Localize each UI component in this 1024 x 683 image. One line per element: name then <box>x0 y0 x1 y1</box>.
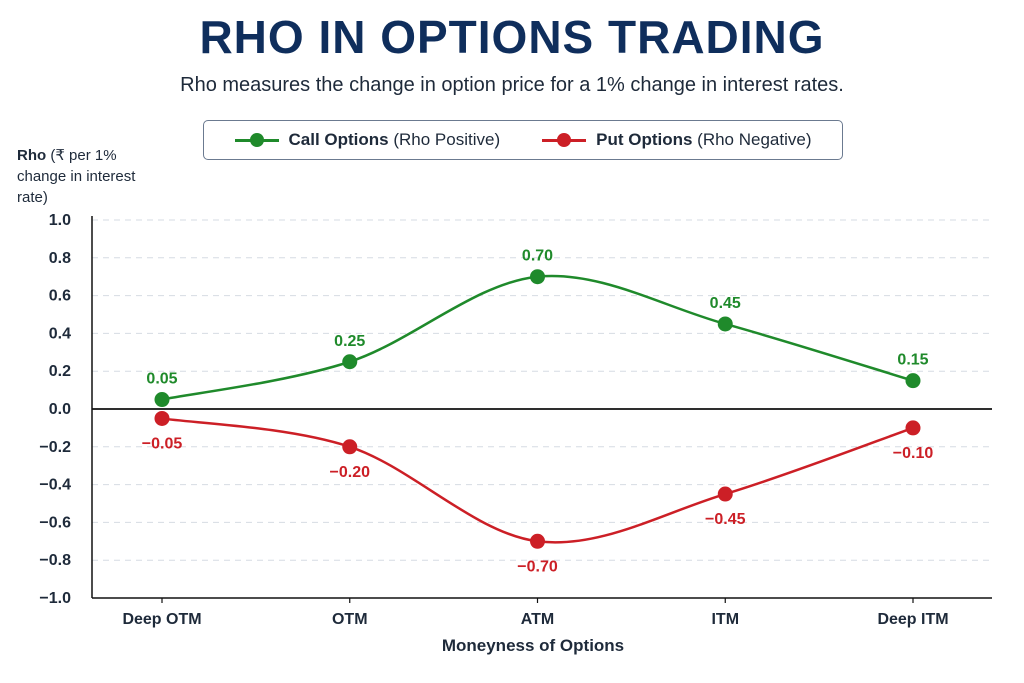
x-axis-title: Moneyness of Options <box>441 636 625 655</box>
data-point-call <box>530 269 545 285</box>
y-tick-label: 0.4 <box>49 325 71 342</box>
data-point-put <box>717 486 733 502</box>
data-label-call: 0.45 <box>710 295 741 312</box>
y-tick-label: −1.0 <box>39 590 71 607</box>
data-label-put: −0.05 <box>142 435 183 452</box>
y-tick-label: −0.8 <box>39 552 71 569</box>
data-label-put: −0.70 <box>517 558 558 575</box>
x-tick-label: Deep ITM <box>877 611 948 628</box>
legend-item-call: Call Options (Rho Positive) <box>234 130 501 150</box>
data-label-put: −0.20 <box>330 464 371 481</box>
data-point-put <box>342 439 358 455</box>
page-title: RHO IN OPTIONS TRADING <box>199 11 825 63</box>
data-point-put <box>154 410 170 426</box>
x-tick-label: OTM <box>332 611 368 628</box>
y-tick-label: −0.4 <box>39 477 71 494</box>
x-tick-label: ITM <box>711 611 739 628</box>
data-label-call: 0.05 <box>146 371 177 388</box>
y-tick-label: 0.6 <box>49 288 71 305</box>
y-tick-label: 0.2 <box>49 363 71 380</box>
series-line-put <box>161 417 914 544</box>
x-tick-label: Deep OTM <box>122 611 201 628</box>
y-tick-label: −0.6 <box>39 514 71 531</box>
data-point-call <box>154 392 170 408</box>
legend-item-put: Put Options (Rho Negative) <box>542 130 812 150</box>
y-tick-label: 0.8 <box>49 250 71 267</box>
data-label-put: −0.45 <box>705 511 746 528</box>
data-label-call: 0.15 <box>897 352 928 369</box>
data-point-call <box>717 316 733 332</box>
x-tick-label: ATM <box>521 611 554 628</box>
legend-label-call: Call Options (Rho Positive) <box>288 130 501 149</box>
data-point-put <box>905 420 921 436</box>
data-label-call: 0.70 <box>522 248 553 265</box>
legend-label-put: Put Options (Rho Negative) <box>596 130 812 149</box>
legend-swatch-put <box>542 133 587 147</box>
page-subtitle: Rho measures the change in option price … <box>180 74 844 96</box>
data-point-put <box>530 533 545 549</box>
y-tick-label: −0.2 <box>39 439 71 456</box>
data-point-call <box>905 373 921 389</box>
series-line-call <box>161 274 914 401</box>
data-label-put: −0.10 <box>893 445 934 462</box>
y-tick-label: 1.0 <box>49 212 71 229</box>
y-tick-label: 0.0 <box>49 401 71 418</box>
data-point-call <box>342 354 358 370</box>
legend: Call Options (Rho Positive) Put Options … <box>203 120 843 160</box>
legend-swatch-call <box>234 133 279 147</box>
y-axis-title: Rho (₹ per 1% change in interest rate) <box>17 147 136 206</box>
data-label-call: 0.25 <box>334 333 365 350</box>
